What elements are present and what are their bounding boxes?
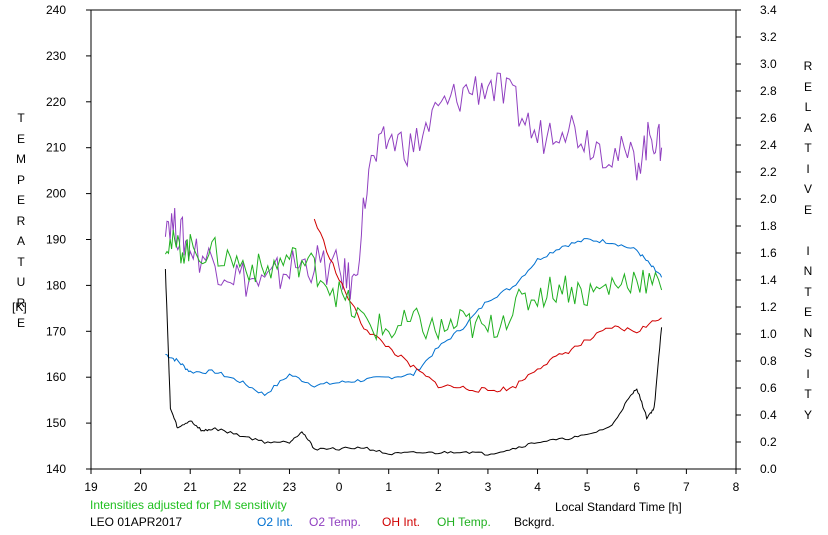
legend-o2-temp: O2 Temp.: [309, 515, 361, 529]
y-right-tick-label: 2.6: [760, 111, 777, 125]
oh-temp-line: [164, 229, 663, 342]
x-tick-label: 20: [134, 480, 148, 494]
site-date-label: LEO 01APR2017: [90, 515, 183, 529]
y-right-tick-label: 0.0: [760, 462, 777, 476]
x-tick-label: 7: [683, 480, 690, 494]
bckgrd-line: [164, 268, 663, 456]
y-right-tick-label: 3.0: [760, 57, 777, 71]
y-right-tick-label: 3.4: [760, 3, 777, 17]
legend-oh-int: OH Int.: [382, 515, 421, 529]
y-right-tick-label: 0.2: [760, 435, 777, 449]
x-tick-label: 3: [485, 480, 492, 494]
y-left-axis-unit: [K]: [12, 300, 27, 314]
series-layer: [164, 72, 663, 456]
y-left-tick-label: 160: [46, 370, 66, 384]
plot-frame: [90, 9, 737, 470]
y-left-tick-label: 200: [46, 187, 66, 201]
y-right-tick-label: 1.2: [760, 300, 777, 314]
x-tick-label: 23: [283, 480, 297, 494]
oh-int-line: [313, 218, 662, 393]
y-right-tick-label: 0.8: [760, 354, 777, 368]
x-axis-label: Local Standard Time [h]: [555, 500, 682, 514]
o2-int-line: [165, 238, 663, 397]
x-tick-label: 5: [584, 480, 591, 494]
y-left-tick-label: 220: [46, 95, 66, 109]
legend-oh-temp: OH Temp.: [437, 515, 491, 529]
x-tick-label: 2: [435, 480, 442, 494]
y-right-tick-label: 1.0: [760, 327, 777, 341]
x-tick-label: 8: [733, 480, 740, 494]
y-right-tick-label: 0.6: [760, 381, 777, 395]
plot-border: [90, 9, 737, 470]
y-right-tick-label: 1.6: [760, 246, 777, 260]
y-left-tick-label: 240: [46, 3, 66, 17]
x-tick-label: 21: [184, 480, 198, 494]
legend-bckgrd: Bckgrd.: [514, 515, 555, 529]
y-left-tick-label: 210: [46, 141, 66, 155]
y-left-tick-label: 140: [46, 462, 66, 476]
x-tick-label: 6: [633, 480, 640, 494]
y-right-tick-label: 2.8: [760, 84, 777, 98]
sensitivity-note: Intensities adjusted for PM sensitivity: [90, 498, 287, 512]
o2-temp-line: [164, 72, 663, 300]
y-right-tick-label: 2.2: [760, 165, 777, 179]
x-tick-label: 4: [534, 480, 541, 494]
y-right-tick-label: 1.8: [760, 219, 777, 233]
x-tick-label: 0: [336, 480, 343, 494]
y-left-tick-label: 150: [46, 416, 66, 430]
y-right-tick-label: 2.4: [760, 138, 777, 152]
x-tick-label: 1: [385, 480, 392, 494]
x-tick-label: 19: [84, 480, 98, 494]
y-right-tick-label: 0.4: [760, 408, 777, 422]
y-left-tick-label: 180: [46, 278, 66, 292]
y-left-tick-label: 190: [46, 233, 66, 247]
y-right-tick-label: 2.0: [760, 192, 777, 206]
y-left-tick-label: 230: [46, 49, 66, 63]
legend-o2-int: O2 Int.: [257, 515, 294, 529]
y-right-tick-label: 3.2: [760, 30, 777, 44]
x-tick-label: 22: [233, 480, 247, 494]
axis-layer: 19 20 21 22 23 0 1 2 3 4 5 6 7 8140150160170180190200…: [46, 3, 777, 494]
y-right-tick-label: 1.4: [760, 273, 777, 287]
y-left-tick-label: 170: [46, 324, 66, 338]
